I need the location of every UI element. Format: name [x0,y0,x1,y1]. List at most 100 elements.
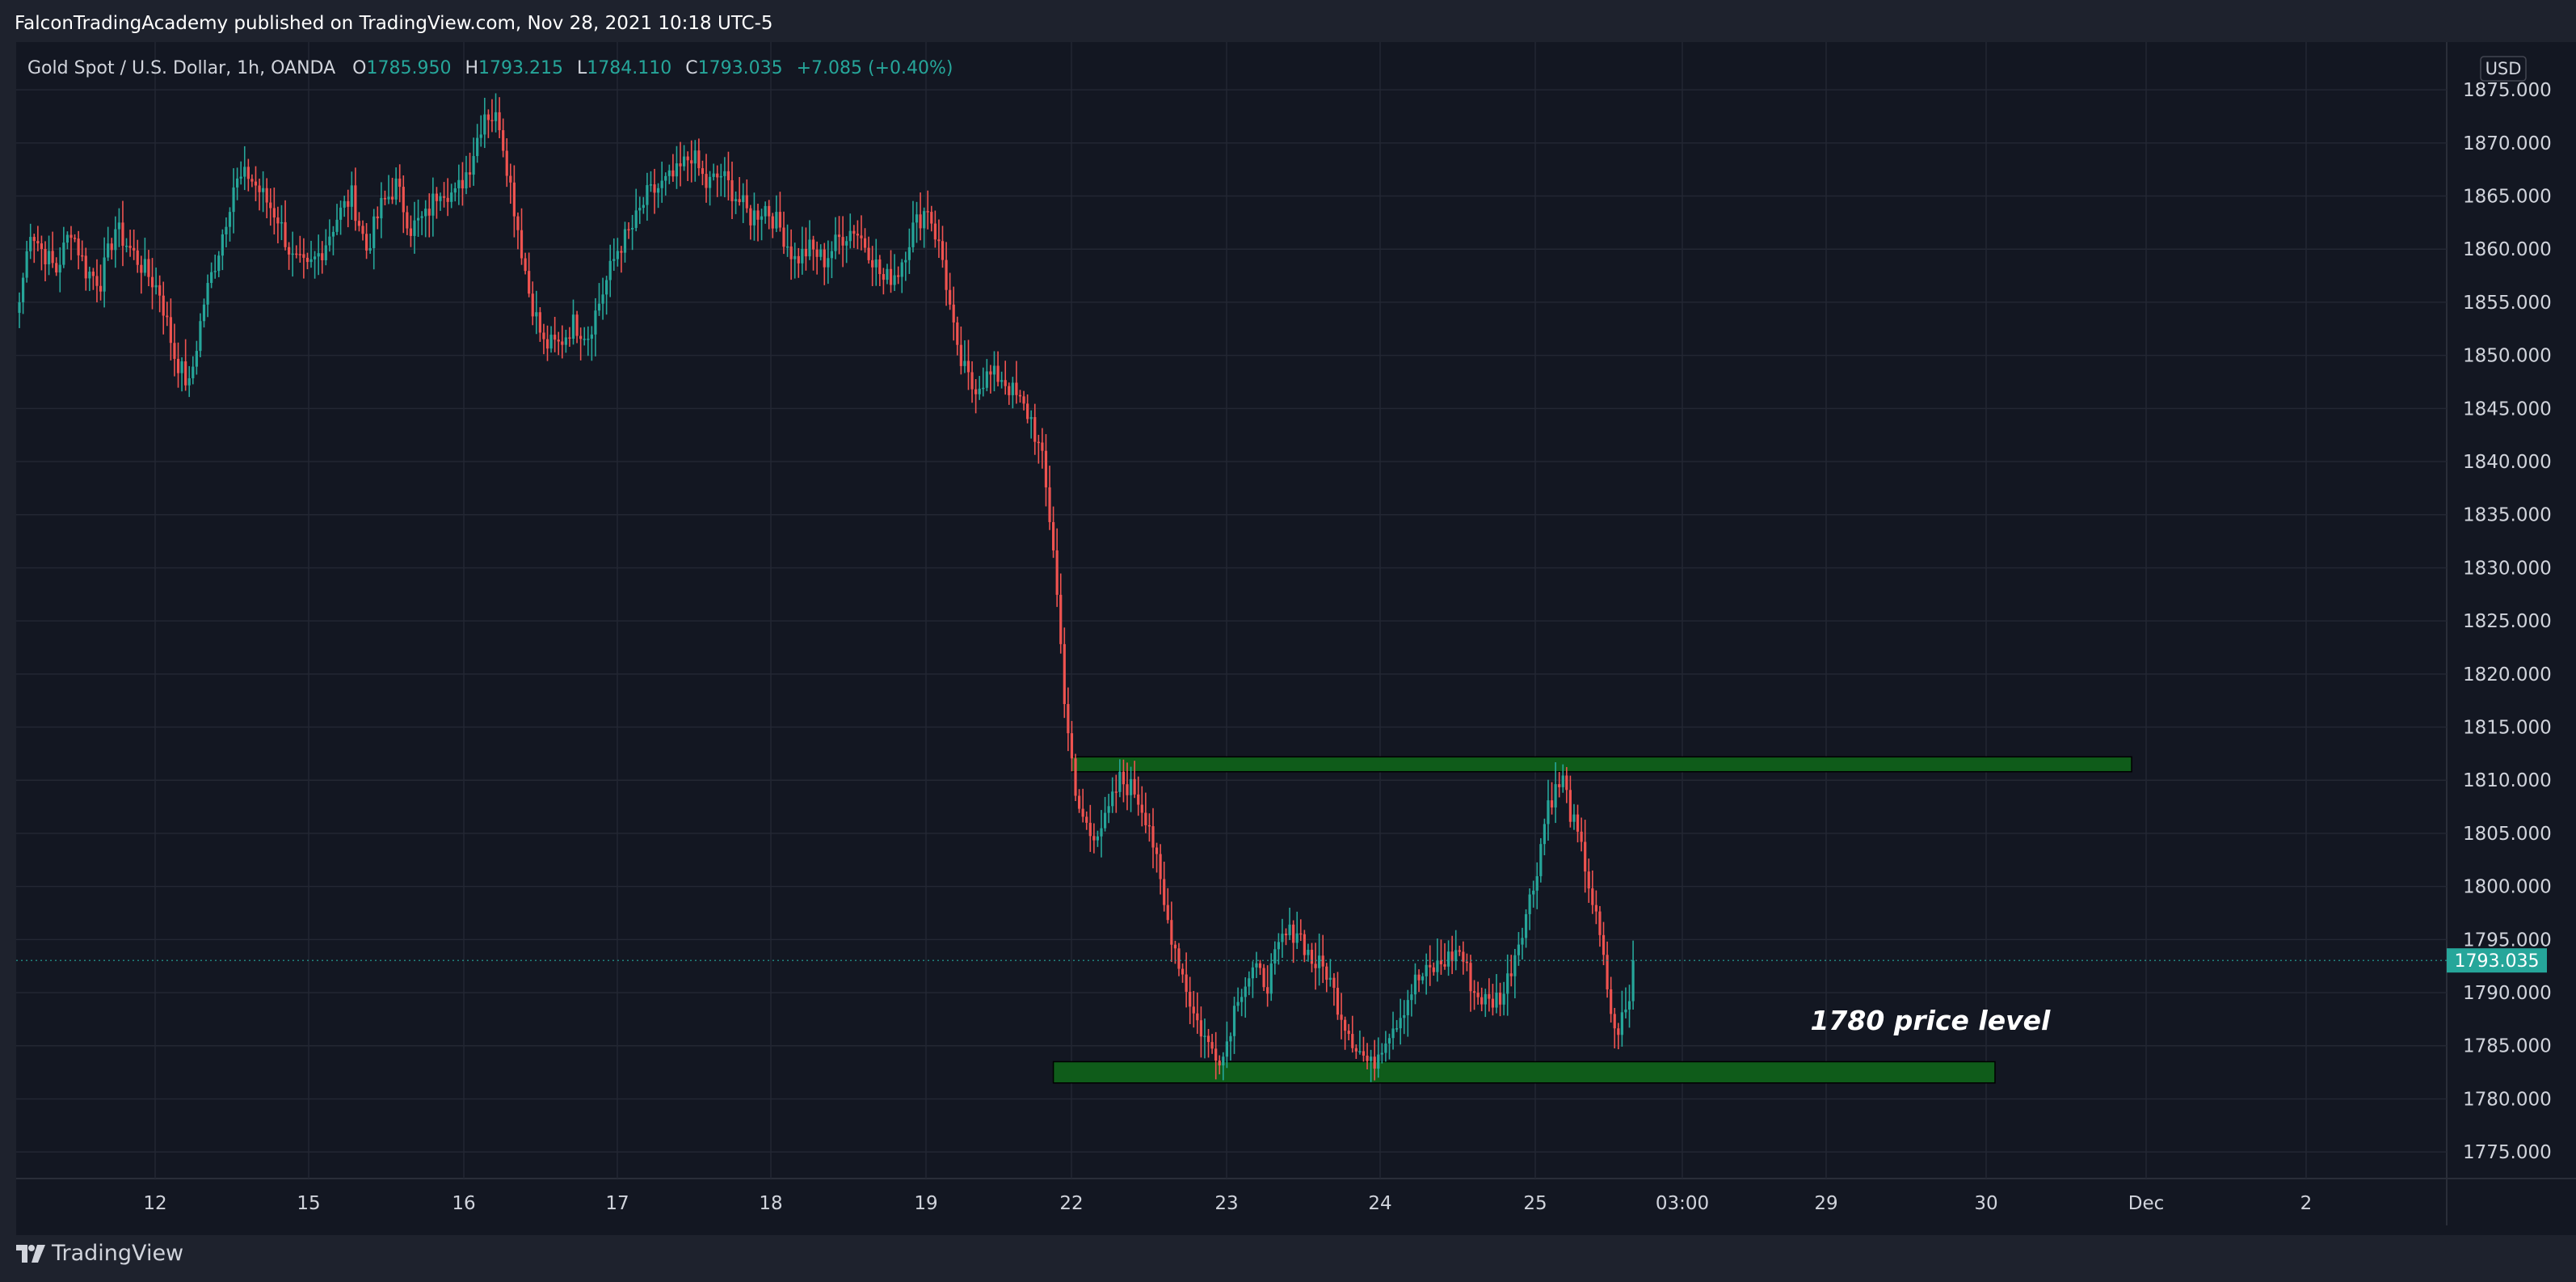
y-tick-label: 1855.000 [2463,293,2552,314]
candle-down [512,182,516,217]
candle-up [1222,1056,1225,1066]
y-tick-label: 1790.000 [2463,983,2552,1004]
price-axis[interactable]: 1775.000 1780.000 1785.000 1790.000 1795.000… [2463,80,2552,1163]
candle-down [1584,841,1587,872]
candle-up [221,234,224,256]
candle-up [571,314,575,339]
time-axis[interactable]: 12 15 16 17 18 19 22 23 24 25 03:00 29 30 Dec 2 [143,1193,2312,1214]
candle-down [40,243,44,250]
candle-down [1310,949,1314,964]
symbol-name[interactable]: Gold Spot / U.S. Dollar, 1h, OANDA [27,58,336,78]
tradingview-brand[interactable]: TradingView [52,1241,184,1266]
candle-up [1547,800,1550,824]
candle-up [708,176,712,188]
annotation-text[interactable]: 1780 price level [1810,1005,2051,1036]
candle-down [1044,450,1048,487]
candle-up [62,242,65,265]
candle-up [775,212,778,229]
high-value: 1793.215 [478,58,563,78]
candle-up [1288,924,1291,936]
tradingview-logo-icon[interactable] [16,1245,47,1263]
candle-up [564,337,567,345]
last-price-badge [2447,948,2547,973]
y-tick-label: 1860.000 [2463,239,2552,260]
candle-up [1495,993,1498,1008]
candle-up [830,251,833,259]
candle-down [690,160,693,164]
candle-up [1225,1041,1228,1057]
candle-down [671,170,675,177]
candle-down [557,339,560,342]
candle-up [314,256,317,259]
candle-up [343,200,346,208]
candle-up [1387,1038,1391,1044]
low-label: L [577,58,587,78]
candle-down [288,247,291,255]
candle-down [542,332,545,339]
candle-up [719,175,722,178]
candle-up [616,251,619,259]
candle-up [587,339,590,340]
candle-up [1532,890,1535,895]
candle-down [974,389,978,394]
candle-down [121,222,124,247]
candle-down [852,230,856,234]
candle-down [1443,964,1446,967]
y-tick-label: 1810.000 [2463,770,2552,791]
currency-badge[interactable] [2480,56,2527,82]
x-tick-label: 03:00 [1656,1193,1709,1214]
candle-up [848,230,852,242]
candle-up [683,156,686,167]
x-tick-label: 22 [1059,1193,1083,1214]
candle-down [81,255,84,257]
publish-info: FalconTradingAcademy published on Tradin… [15,13,773,34]
candle-up [1244,986,1247,997]
candle-up [1446,951,1450,967]
candle-down [402,187,405,213]
candle-down [1004,380,1007,386]
candle-down [1137,794,1140,805]
candle-down [1498,993,1502,1005]
candle-up [476,137,479,157]
y-tick-label: 1815.000 [2463,718,2552,739]
candle-down [1344,1019,1347,1031]
candle-down [110,243,113,251]
y-tick-label: 1820.000 [2463,664,2552,685]
candle-up [660,180,663,188]
candle-down [738,199,741,203]
candle-up [180,361,183,373]
candle-up [667,170,671,176]
candle-down [305,257,309,263]
candle-down [1351,1034,1354,1048]
candle-up [1513,955,1517,976]
candle-down [364,234,368,251]
x-tick-label: Dec [2128,1193,2165,1214]
candle-up [693,150,697,164]
candle-down [952,304,955,323]
candle-up [760,216,764,220]
candle-down [1558,784,1561,787]
horizontal-zone[interactable] [1071,756,2132,773]
candle-up [1377,1054,1380,1069]
candle-down [354,185,357,221]
candle-up [827,258,830,268]
horizontal-zone[interactable] [1052,1061,1996,1084]
candle-up [262,188,265,192]
candle-down [505,150,508,176]
candle-up [612,259,616,261]
candle-up [479,134,482,138]
candle-up [1236,1002,1240,1006]
candle-up [339,207,343,220]
candle-down [966,361,970,373]
y-tick-label: 1845.000 [2463,399,2552,420]
candle-up [1524,913,1528,938]
candle-down [1018,394,1022,397]
candle-down [361,226,364,234]
chart-grid [16,36,2447,1179]
candle-down [1214,1048,1218,1061]
candle-up [103,257,106,292]
y-tick-label: 1850.000 [2463,346,2552,367]
candle-up [1129,778,1133,795]
candle-up [1395,1028,1399,1030]
